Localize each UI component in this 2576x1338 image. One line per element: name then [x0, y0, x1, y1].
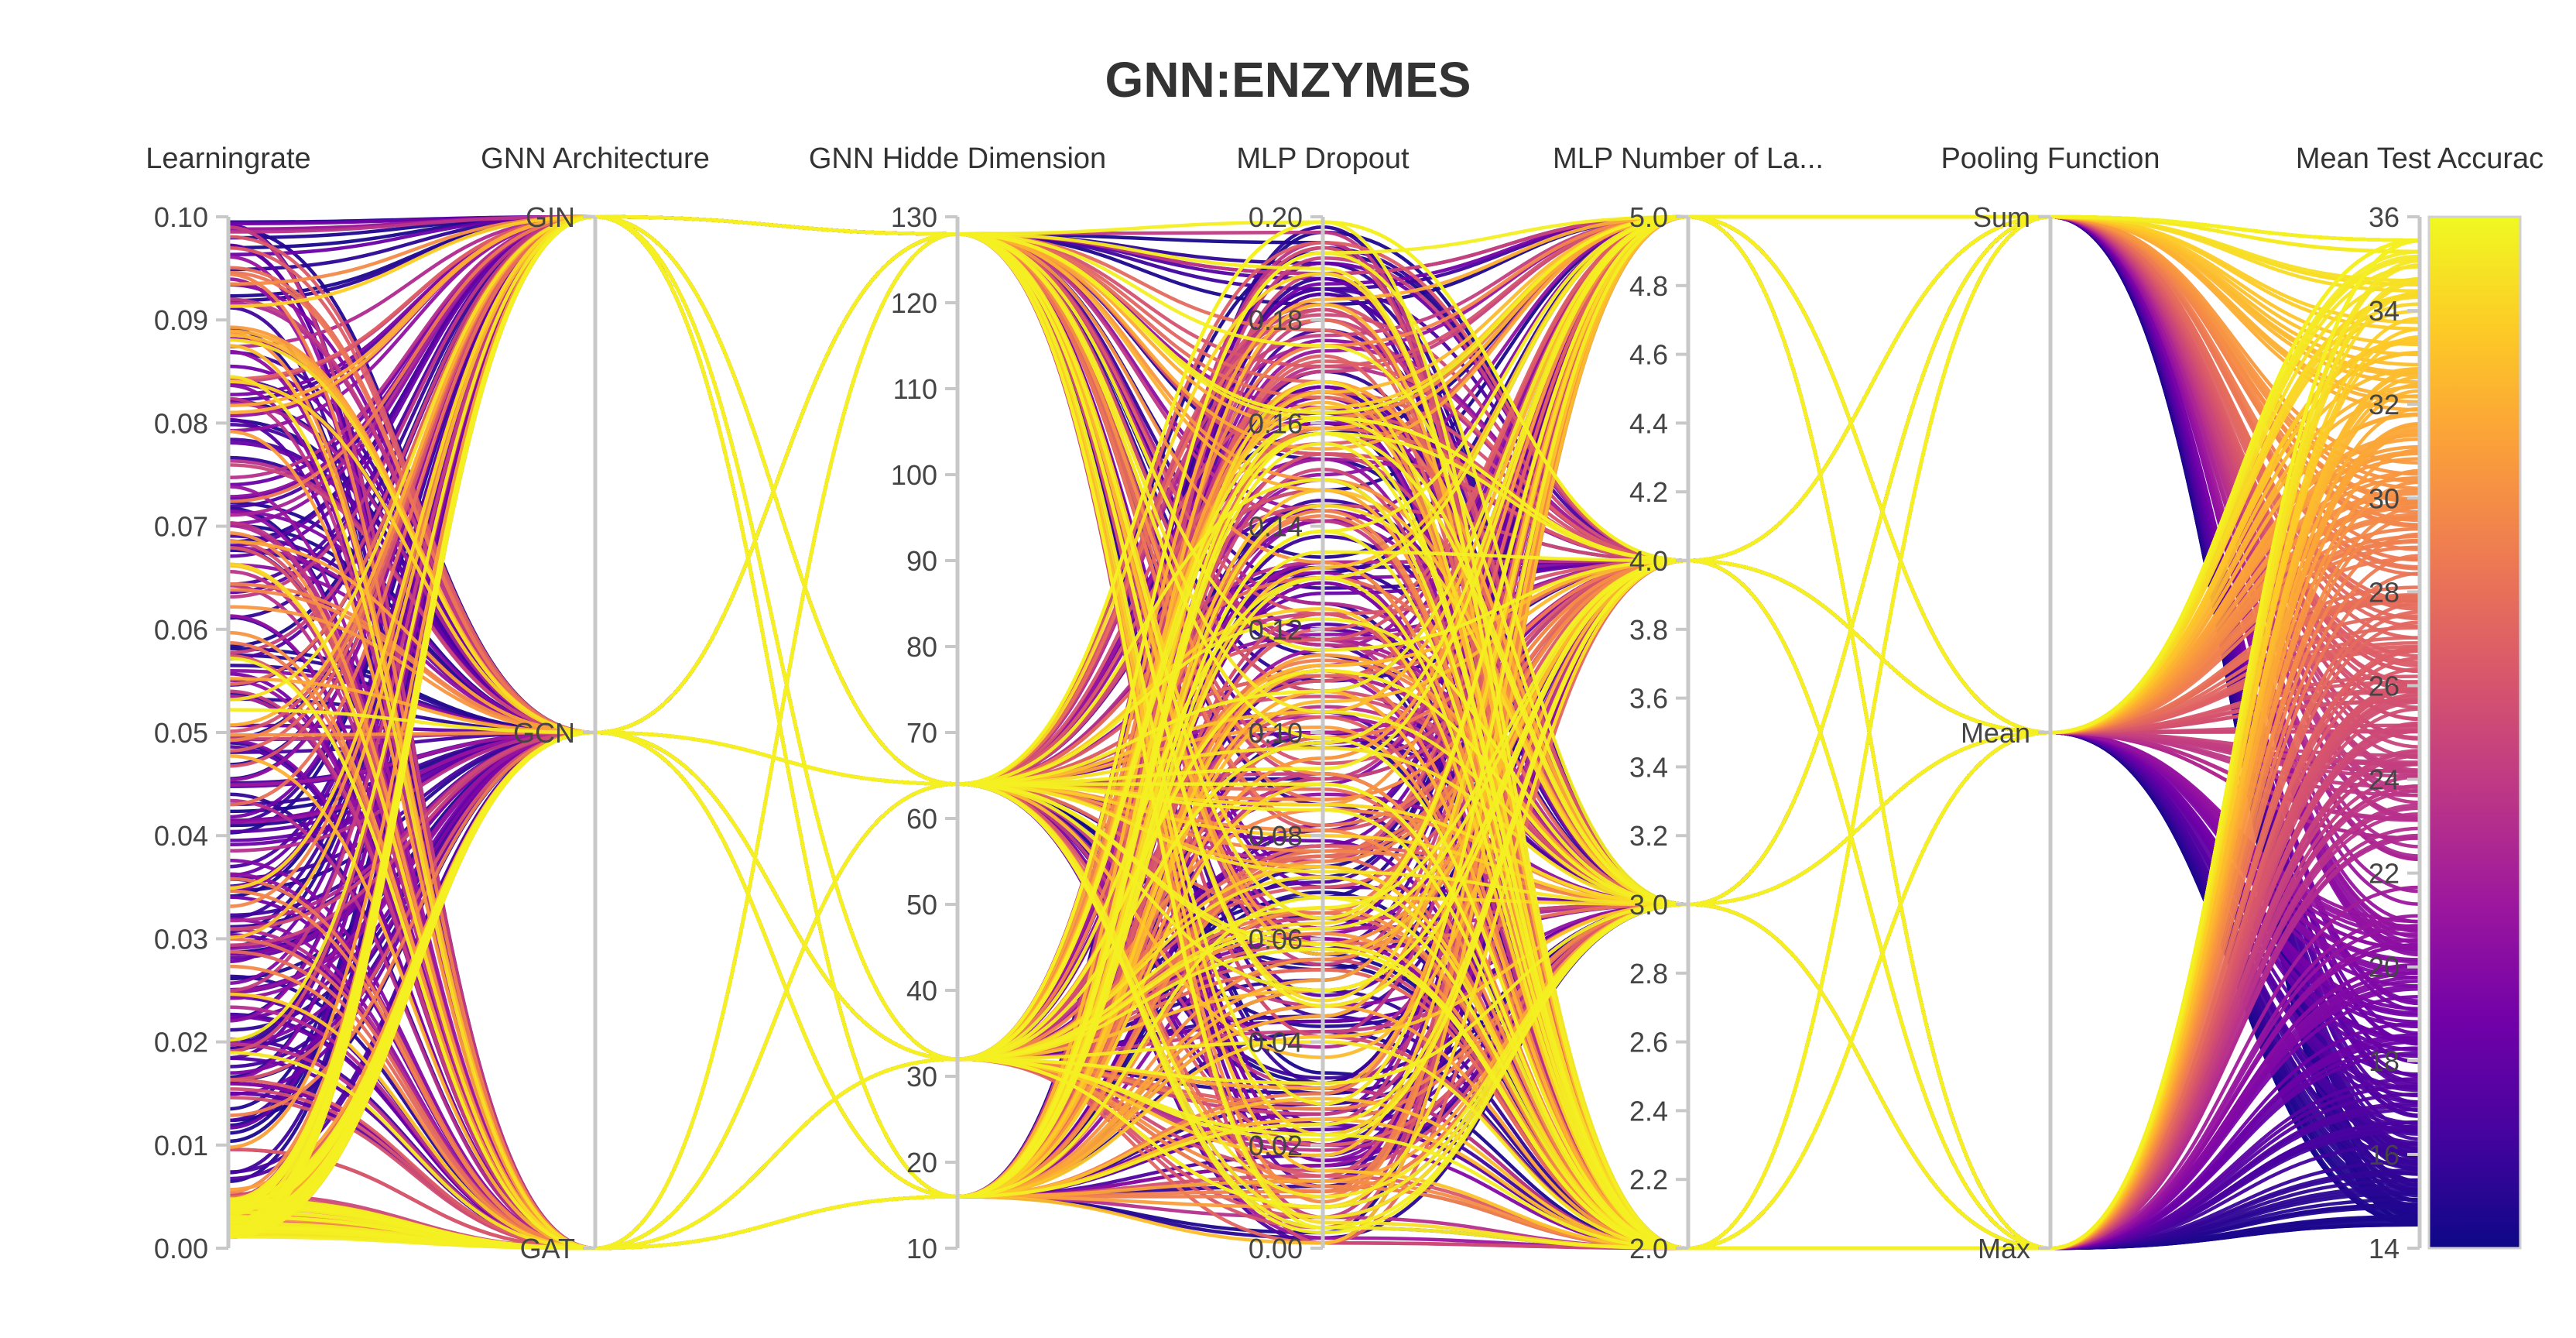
tick-label-arch-0: GAT — [520, 1233, 575, 1264]
axis-pool[interactable]: Pooling Function Max Mean Sum — [1941, 142, 2160, 1264]
tick-label-layers-12: 4.4 — [1629, 407, 1668, 439]
tick-label-acc-11: 36 — [2369, 201, 2400, 233]
tick-label-layers-11: 4.2 — [1629, 476, 1668, 508]
tick-label-dropout-1: 0.02 — [1249, 1130, 1303, 1161]
axis-layers[interactable]: MLP Number of La... 2.0 2.2 2.4 2.6 2.8 3.0 3.2… — [1553, 142, 1824, 1264]
tick-label-acc-0: 14 — [2369, 1233, 2400, 1264]
tick-label-lr-2: 0.02 — [154, 1027, 208, 1058]
run-line-411 — [228, 238, 2420, 1251]
tick-label-hidden-4: 50 — [906, 889, 937, 921]
axis-title-pool: Pooling Function — [1941, 142, 2160, 175]
tick-label-layers-4: 2.8 — [1629, 958, 1668, 990]
axis-acc[interactable]: Mean Test Accurac 14 16 18 20 22 24 26 28 30 32 34 3… — [2296, 142, 2543, 1264]
tick-label-pool-0: Max — [1978, 1233, 2030, 1264]
tick-label-hidden-9: 100 — [891, 459, 937, 491]
tick-label-layers-1: 2.2 — [1629, 1164, 1668, 1196]
tick-label-hidden-10: 110 — [893, 373, 937, 405]
tick-label-dropout-6: 0.12 — [1249, 614, 1303, 646]
tick-label-lr-7: 0.07 — [154, 511, 208, 543]
tick-label-layers-14: 4.8 — [1629, 270, 1668, 302]
tick-label-layers-6: 3.2 — [1629, 820, 1668, 852]
tick-label-acc-3: 20 — [2369, 952, 2400, 983]
tick-label-lr-9: 0.09 — [154, 304, 208, 336]
tick-label-dropout-7: 0.14 — [1249, 511, 1303, 543]
tick-label-dropout-10: 0.20 — [1249, 201, 1303, 233]
tick-label-lr-5: 0.05 — [154, 717, 208, 749]
axis-title-lr: Learningrate — [146, 142, 310, 175]
tick-label-acc-2: 18 — [2369, 1045, 2400, 1077]
tick-label-lr-0: 0.00 — [154, 1233, 208, 1264]
run-line-419 — [228, 214, 2420, 1230]
tick-label-layers-7: 3.4 — [1629, 751, 1668, 783]
tick-label-hidden-8: 90 — [906, 545, 937, 577]
tick-label-pool-1: Mean — [1961, 717, 2030, 749]
tick-label-arch-2: GIN — [526, 201, 575, 233]
tick-label-layers-0: 2.0 — [1629, 1233, 1668, 1264]
tick-label-hidden-1: 20 — [906, 1147, 937, 1178]
tick-label-lr-6: 0.06 — [154, 614, 208, 646]
tick-label-acc-7: 28 — [2369, 576, 2400, 608]
tick-label-pool-2: Sum — [1973, 201, 2030, 233]
tick-label-acc-1: 16 — [2369, 1139, 2400, 1171]
tick-label-lr-1: 0.01 — [154, 1130, 208, 1161]
tick-label-hidden-11: 120 — [891, 287, 937, 319]
colorbar — [2427, 215, 2522, 1250]
tick-label-layers-3: 2.6 — [1629, 1027, 1668, 1058]
tick-label-layers-2: 2.4 — [1629, 1095, 1668, 1127]
axis-title-hidden: GNN Hidde Dimension — [809, 142, 1106, 175]
chart-title: GNN:ENZYMES — [1105, 52, 1471, 108]
tick-label-dropout-3: 0.06 — [1249, 923, 1303, 955]
tick-label-dropout-2: 0.04 — [1249, 1027, 1303, 1058]
tick-label-layers-13: 4.6 — [1629, 339, 1668, 371]
tick-label-acc-4: 22 — [2369, 858, 2400, 890]
tick-label-hidden-6: 70 — [906, 717, 937, 749]
tick-label-layers-10: 4.0 — [1629, 545, 1668, 577]
tick-label-acc-8: 30 — [2369, 482, 2400, 514]
tick-label-hidden-2: 30 — [906, 1061, 937, 1093]
tick-label-layers-15: 5.0 — [1629, 201, 1668, 233]
axes-layer: Learningrate 0.00 0.01 0.02 0.03 0.04 0.05 0.06… — [146, 142, 2543, 1264]
tick-label-hidden-0: 10 — [906, 1233, 937, 1264]
tick-label-hidden-5: 60 — [906, 803, 937, 835]
tick-label-dropout-8: 0.16 — [1249, 407, 1303, 439]
colorbar-gradient — [2427, 215, 2522, 1250]
tick-label-hidden-12: 130 — [891, 201, 937, 233]
axis-arch[interactable]: GNN Architecture GAT GCN GIN — [481, 142, 710, 1264]
tick-label-dropout-4: 0.08 — [1249, 820, 1303, 852]
tick-label-acc-9: 32 — [2369, 389, 2400, 420]
tick-label-acc-5: 24 — [2369, 764, 2400, 796]
tick-label-acc-6: 26 — [2369, 670, 2400, 702]
axis-lr[interactable]: Learningrate 0.00 0.01 0.02 0.03 0.04 0.05 0.06… — [146, 142, 310, 1264]
tick-label-dropout-9: 0.18 — [1249, 304, 1303, 336]
axis-hidden[interactable]: GNN Hidde Dimension 10 20 30 40 50 60 70 80 90 100… — [809, 142, 1106, 1264]
tick-label-dropout-0: 0.00 — [1249, 1233, 1303, 1264]
tick-label-hidden-7: 80 — [906, 631, 937, 663]
axis-title-dropout: MLP Dropout — [1236, 142, 1410, 175]
tick-label-layers-8: 3.6 — [1629, 683, 1668, 715]
tick-label-layers-9: 3.8 — [1629, 614, 1668, 646]
tick-label-lr-4: 0.04 — [154, 820, 208, 852]
tick-label-lr-3: 0.03 — [154, 923, 208, 955]
tick-label-lr-10: 0.10 — [154, 201, 208, 233]
tick-label-hidden-3: 40 — [906, 975, 937, 1007]
tick-label-arch-1: GCN — [513, 717, 575, 749]
tick-label-acc-10: 34 — [2369, 295, 2400, 327]
tick-label-layers-5: 3.0 — [1629, 889, 1668, 921]
tick-label-dropout-5: 0.10 — [1249, 717, 1303, 749]
axis-dropout[interactable]: MLP Dropout 0.00 0.02 0.04 0.06 0.08 0.10 0.12 0… — [1236, 142, 1410, 1264]
tick-label-lr-8: 0.08 — [154, 407, 208, 439]
axis-title-layers: MLP Number of La... — [1553, 142, 1824, 175]
axis-title-acc: Mean Test Accurac — [2296, 142, 2543, 175]
axis-title-arch: GNN Architecture — [481, 142, 710, 175]
